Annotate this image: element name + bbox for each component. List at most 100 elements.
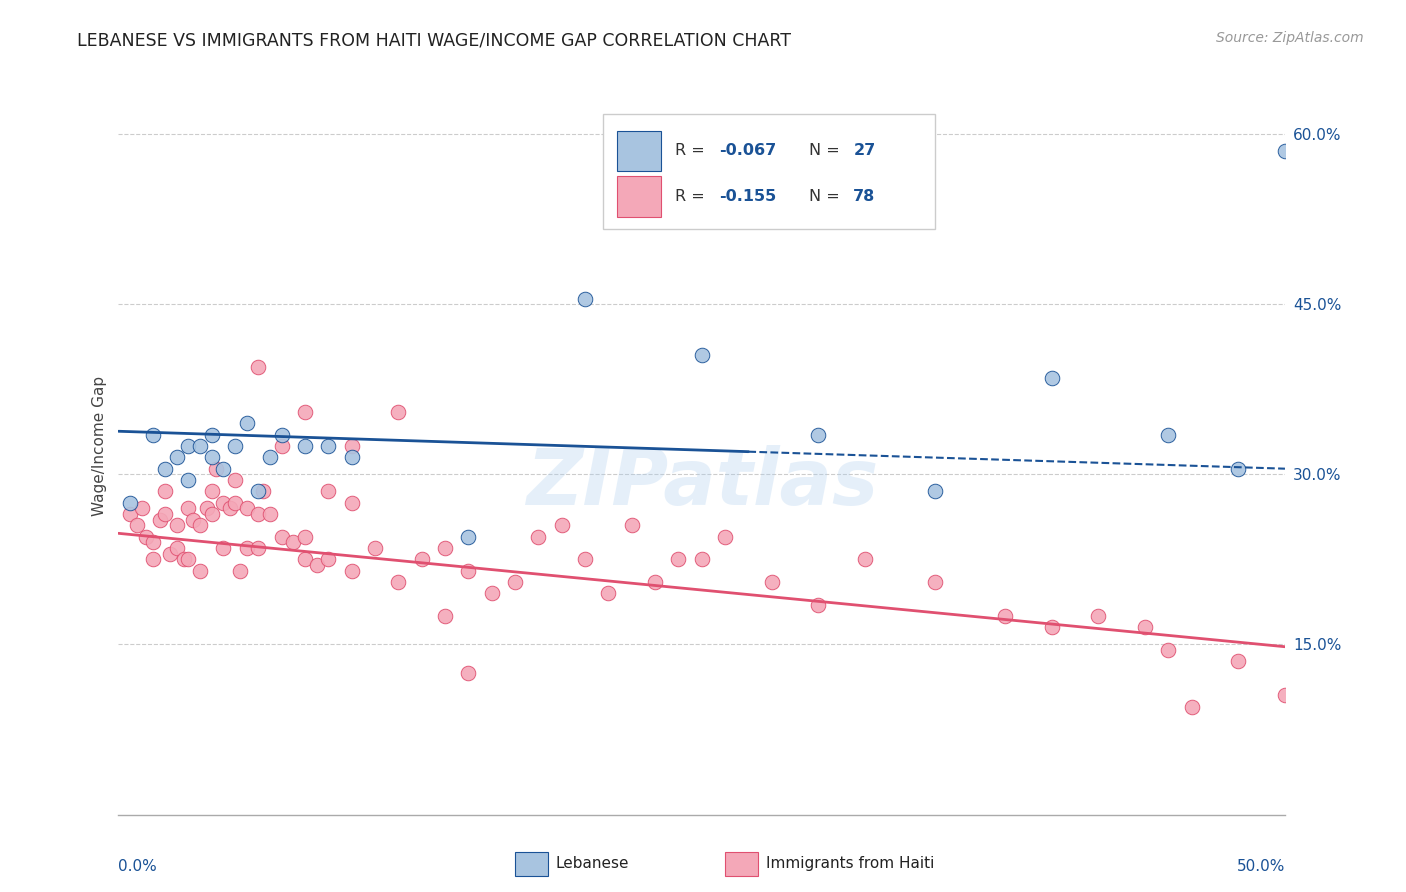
Point — [120, 496, 142, 510]
Point — [212, 461, 235, 475]
Point — [807, 427, 830, 442]
Point — [1181, 699, 1204, 714]
Text: 0.0%: 0.0% — [118, 859, 157, 874]
Point — [924, 484, 946, 499]
Text: R =: R = — [675, 189, 710, 204]
Point — [481, 586, 503, 600]
Point — [247, 484, 270, 499]
Point — [177, 473, 200, 487]
Point — [195, 501, 218, 516]
Point — [205, 461, 228, 475]
Point — [1087, 609, 1109, 624]
Point — [131, 501, 153, 516]
Text: 27: 27 — [853, 144, 876, 159]
Point — [994, 609, 1017, 624]
Point — [551, 518, 574, 533]
FancyBboxPatch shape — [617, 177, 661, 217]
Text: -0.155: -0.155 — [720, 189, 776, 204]
FancyBboxPatch shape — [603, 114, 935, 228]
Point — [127, 518, 149, 533]
Text: LEBANESE VS IMMIGRANTS FROM HAITI WAGE/INCOME GAP CORRELATION CHART: LEBANESE VS IMMIGRANTS FROM HAITI WAGE/I… — [77, 31, 792, 49]
Point — [598, 586, 620, 600]
Point — [1040, 620, 1063, 634]
Point — [166, 450, 188, 465]
Point — [177, 439, 200, 453]
Point — [644, 575, 666, 590]
Point — [1157, 643, 1180, 657]
Point — [201, 450, 224, 465]
Point — [212, 541, 235, 555]
Point — [153, 461, 176, 475]
Point — [1274, 144, 1296, 158]
Point — [166, 541, 188, 555]
Point — [340, 439, 363, 453]
Point — [135, 530, 157, 544]
Text: 78: 78 — [853, 189, 876, 204]
Point — [457, 530, 479, 544]
Point — [434, 541, 457, 555]
Point — [201, 427, 224, 442]
Text: Source: ZipAtlas.com: Source: ZipAtlas.com — [1216, 31, 1364, 45]
Point — [173, 552, 195, 566]
Point — [259, 450, 281, 465]
Point — [1040, 371, 1063, 385]
Point — [247, 359, 270, 374]
Point — [411, 552, 433, 566]
Point — [224, 496, 246, 510]
Point — [761, 575, 783, 590]
Point — [188, 439, 211, 453]
Point — [1157, 427, 1180, 442]
Point — [142, 427, 165, 442]
Point — [142, 552, 165, 566]
Point — [340, 496, 363, 510]
Point — [224, 439, 246, 453]
Point — [153, 507, 176, 521]
Point — [219, 501, 242, 516]
Point — [318, 484, 340, 499]
Point — [387, 405, 409, 419]
Point — [294, 439, 316, 453]
Point — [574, 552, 596, 566]
Point — [236, 417, 259, 431]
Point — [340, 564, 363, 578]
Point — [318, 439, 340, 453]
Point — [247, 507, 270, 521]
Point — [503, 575, 526, 590]
Point — [294, 552, 316, 566]
Text: ZIPatlas: ZIPatlas — [526, 445, 877, 521]
Point — [690, 348, 713, 362]
Point — [294, 530, 316, 544]
Point — [574, 292, 596, 306]
Point — [236, 501, 259, 516]
Point — [1227, 655, 1250, 669]
Point — [807, 598, 830, 612]
Point — [305, 558, 328, 572]
FancyBboxPatch shape — [725, 852, 758, 876]
Point — [527, 530, 550, 544]
Point — [387, 575, 409, 590]
Point — [620, 518, 643, 533]
Point — [1274, 689, 1296, 703]
FancyBboxPatch shape — [515, 852, 548, 876]
Point — [259, 507, 281, 521]
Point — [188, 518, 211, 533]
Point — [340, 450, 363, 465]
Point — [853, 552, 876, 566]
Text: N =: N = — [808, 189, 845, 204]
Point — [270, 427, 292, 442]
Point — [434, 609, 457, 624]
Text: 50.0%: 50.0% — [1237, 859, 1285, 874]
Point — [201, 507, 224, 521]
Point — [270, 439, 292, 453]
Point — [142, 535, 165, 549]
Point — [252, 484, 274, 499]
Point — [270, 530, 292, 544]
Point — [924, 575, 946, 590]
Point — [120, 507, 142, 521]
Text: N =: N = — [808, 144, 845, 159]
Text: Immigrants from Haiti: Immigrants from Haiti — [766, 856, 934, 871]
Point — [188, 564, 211, 578]
Point — [177, 501, 200, 516]
Point — [294, 405, 316, 419]
Point — [666, 552, 689, 566]
